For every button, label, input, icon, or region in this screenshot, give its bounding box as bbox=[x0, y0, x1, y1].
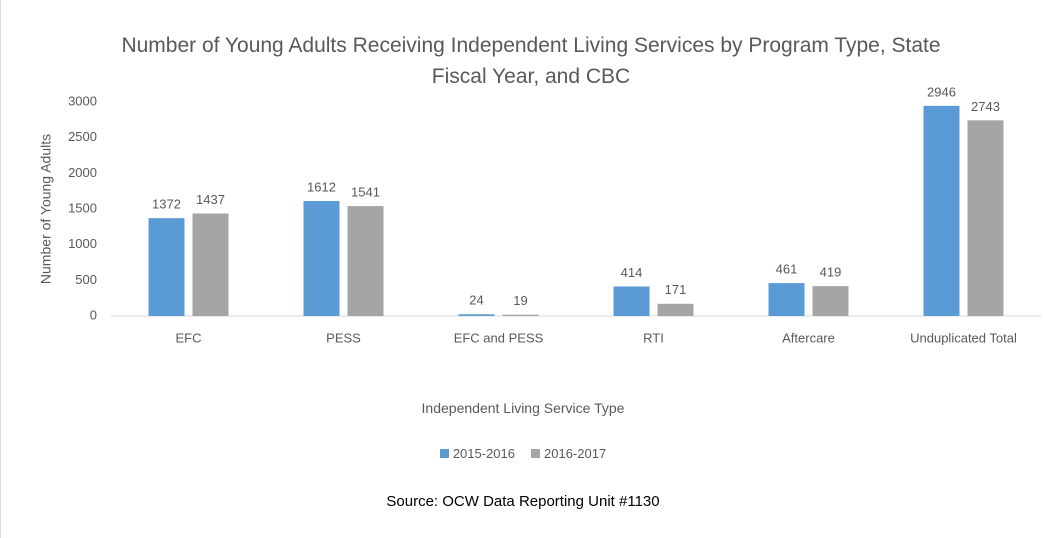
data-label: 24 bbox=[469, 293, 483, 308]
y-tick-label: 0 bbox=[90, 307, 97, 322]
legend: 2015-2016 2016-2017 bbox=[1, 446, 1044, 461]
data-label: 1437 bbox=[196, 192, 225, 207]
data-label: 1372 bbox=[152, 197, 181, 212]
legend-swatch bbox=[439, 449, 449, 458]
bar bbox=[192, 213, 229, 316]
data-label: 1541 bbox=[351, 185, 380, 200]
y-tick-label: 1000 bbox=[68, 236, 97, 251]
x-tick-label: PESS bbox=[326, 330, 361, 345]
plot: 0 500 1000 1500 2000 2500 3000 Number of Young … bbox=[38, 84, 1041, 345]
data-label: 171 bbox=[665, 282, 687, 297]
data-label: 19 bbox=[513, 293, 527, 308]
x-axis-label: Independent Living Service Type bbox=[421, 400, 625, 416]
bar bbox=[303, 201, 340, 316]
y-tick-label: 3000 bbox=[68, 93, 97, 108]
bar bbox=[458, 314, 495, 316]
legend-label: 2015-2016 bbox=[452, 446, 515, 461]
data-label: 1612 bbox=[307, 179, 336, 194]
legend-label: 2016-2017 bbox=[544, 446, 607, 461]
source-note: Source: OCW Data Reporting Unit #1130 bbox=[386, 493, 660, 510]
bar bbox=[967, 120, 1004, 316]
bar bbox=[347, 206, 384, 316]
bar bbox=[148, 218, 185, 316]
bar bbox=[613, 286, 650, 316]
data-label: 2743 bbox=[971, 99, 1000, 114]
y-tick-label: 500 bbox=[75, 272, 97, 287]
data-label: 419 bbox=[820, 265, 842, 280]
data-label: 2946 bbox=[927, 84, 956, 99]
x-tick-label: Unduplicated Total bbox=[910, 330, 1017, 345]
x-tick-label: EFC and PESS bbox=[454, 330, 544, 345]
y-tick-label: 2500 bbox=[68, 129, 97, 144]
chart-title: Number of Young Adults Receiving Indepen… bbox=[121, 34, 941, 88]
y-tick-label: 1500 bbox=[68, 200, 97, 215]
y-axis-label: Number of Young Adults bbox=[38, 134, 54, 284]
legend-item: 2015-2016 bbox=[439, 446, 515, 461]
bar bbox=[502, 314, 539, 316]
x-tick-label: EFC bbox=[176, 330, 202, 345]
y-tick-label: 2000 bbox=[68, 165, 97, 180]
legend-swatch bbox=[531, 449, 540, 458]
x-tick-label: Aftercare bbox=[782, 330, 835, 345]
bar bbox=[768, 283, 805, 316]
bar bbox=[657, 303, 694, 316]
data-label: 414 bbox=[621, 265, 643, 280]
x-tick-label: RTI bbox=[643, 330, 664, 345]
legend-item: 2016-2017 bbox=[531, 446, 606, 461]
bar bbox=[812, 286, 849, 316]
data-label: 461 bbox=[776, 262, 798, 277]
bar bbox=[923, 105, 960, 317]
